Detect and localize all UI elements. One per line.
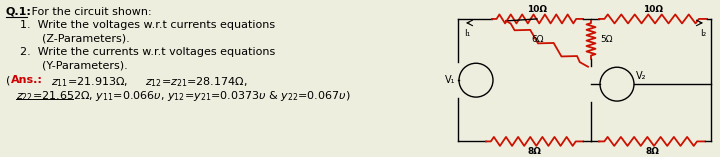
Text: V₁: V₁ (445, 75, 455, 85)
Text: 5Ω: 5Ω (600, 35, 613, 44)
Text: 10Ω: 10Ω (643, 5, 663, 14)
Text: (Y-Parameters).: (Y-Parameters). (28, 61, 127, 71)
Text: Q.1:: Q.1: (6, 7, 32, 17)
Text: I₁: I₁ (464, 29, 470, 38)
Text: 10Ω: 10Ω (527, 5, 547, 14)
Text: Ans.:: Ans.: (11, 75, 43, 85)
Text: $z_{11}$=21.913$\Omega$,     $z_{12}$=$z_{21}$=28.174$\Omega$,: $z_{11}$=21.913$\Omega$, $z_{12}$=$z_{21… (51, 75, 248, 89)
Text: For the circuit shown:: For the circuit shown: (28, 7, 152, 17)
Text: $z_{22}$=21.652$\Omega$, $y_{11}$=0.066$\upsilon$, $y_{12}$=$y_{21}$=0.0373$\ups: $z_{22}$=21.652$\Omega$, $y_{11}$=0.066$… (16, 89, 351, 103)
Text: I₂: I₂ (700, 29, 706, 38)
Text: 6Ω: 6Ω (532, 35, 544, 44)
Text: 8Ω: 8Ω (645, 147, 659, 156)
Text: 8Ω: 8Ω (527, 147, 541, 156)
Text: 1.  Write the voltages w.r.t currents equations: 1. Write the voltages w.r.t currents equ… (20, 20, 275, 30)
Text: (: ( (6, 75, 10, 85)
Text: (Z-Parameters).: (Z-Parameters). (28, 34, 130, 44)
Text: 2.  Write the currents w.r.t voltages equations: 2. Write the currents w.r.t voltages equ… (20, 47, 275, 57)
Text: V₂: V₂ (636, 71, 647, 81)
